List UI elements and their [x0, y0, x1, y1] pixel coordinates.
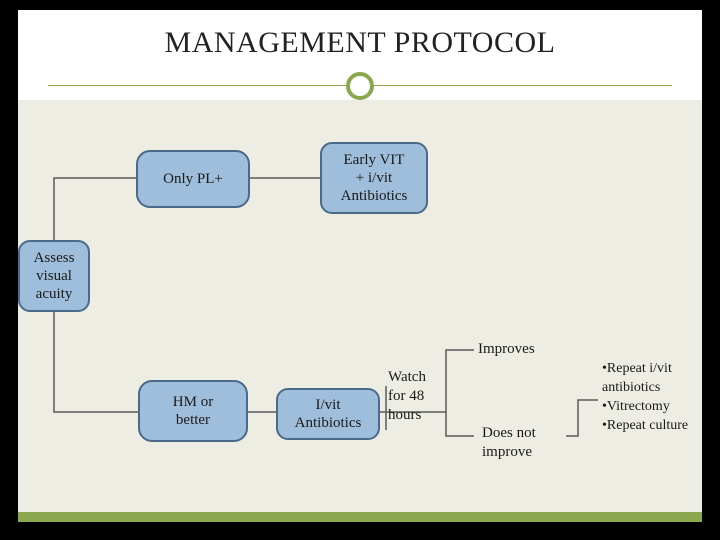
node-assess: Assessvisualacuity: [18, 240, 90, 312]
node-hm-better: HM orbetter: [138, 380, 248, 442]
bottom-bar: [18, 512, 702, 522]
text-watch: Watchfor 48hours: [388, 368, 426, 424]
text-improves: Improves: [478, 340, 535, 359]
bullet-list: •Repeat i/vit antibiotics•Vitrectomy•Rep…: [602, 360, 697, 436]
page-title: MANAGEMENT PROTOCOL: [18, 26, 702, 60]
text-does-not-improve: Does notimprove: [482, 424, 536, 462]
slide: MANAGEMENT PROTOCOL Assessvisualacuity O…: [18, 10, 702, 522]
node-only-pl: Only PL+: [136, 150, 250, 208]
node-ivit-antibiotics: I/vitAntibiotics: [276, 388, 380, 440]
node-early-vit: Early VIT+ i/vitAntibiotics: [320, 142, 428, 214]
ring-icon: [346, 72, 374, 100]
